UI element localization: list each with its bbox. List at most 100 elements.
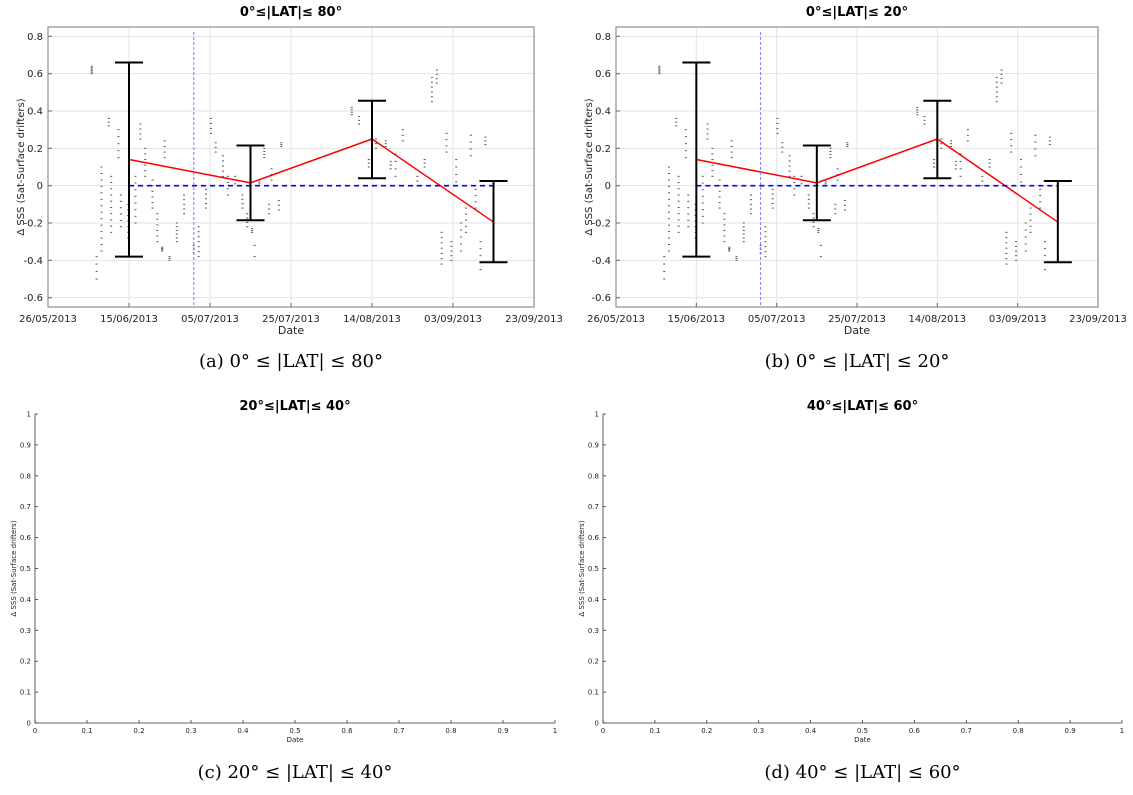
x-tick-label: 23/09/2013 [505,314,563,325]
x-axis-label: Date [278,324,305,337]
y-tick-label: 0.3 [20,627,31,635]
error-bar [1043,180,1072,264]
y-tick-label: 0.9 [20,441,31,449]
y-axis-label: Δ SSS (Sat-Surface drifters) [16,98,27,235]
y-tick-label: 0.7 [20,503,31,511]
mean-line-segment [371,138,494,223]
y-tick-label: 1 [27,411,31,419]
y-tick-label: 0.5 [588,565,599,573]
y-axis-label: Δ SSS (Sat-Surface drifters) [578,520,586,616]
x-tick-label: 0.2 [133,727,144,735]
y-tick-label: -0.6 [591,293,611,304]
chart-title: 0°≤|LAT|≤ 80° [240,5,342,20]
y-tick-label: 0.4 [595,107,611,118]
y-axis-label: Δ SSS (Sat-Surface drifters) [584,98,595,235]
y-tick-label: -0.6 [23,293,43,304]
y-tick-label: -0.2 [591,219,611,230]
x-tick-label: 0.3 [185,727,196,735]
x-tick-label: 0.8 [1013,727,1024,735]
error-bar [236,144,265,222]
y-tick-label: 0.6 [27,69,43,80]
x-tick-label: 23/09/2013 [1069,314,1127,325]
y-tick-label: -0.2 [23,219,43,230]
x-tick-label: 14/08/2013 [909,314,967,325]
y-tick-label: 0.4 [27,107,43,118]
x-tick-label: 0.7 [961,727,972,735]
y-tick-label: 0.5 [20,565,31,573]
x-axis-label: Date [844,324,871,337]
x-tick-label: 25/07/2013 [262,314,320,325]
x-tick-label: 1 [1120,727,1124,735]
y-tick-label: 0.8 [588,472,599,480]
x-tick-label: 0.7 [393,727,404,735]
y-tick-label: 0 [595,720,599,728]
chart-title: 0°≤|LAT|≤ 20° [806,5,908,20]
y-tick-label: 0.8 [27,32,43,43]
y-tick-label: 0.4 [20,596,32,604]
x-tick-label: 03/09/2013 [424,314,482,325]
x-tick-label: 0.3 [753,727,764,735]
y-tick-label: 0.2 [27,144,43,155]
x-tick-label: 0.6 [341,727,353,735]
mean-line-segment [696,158,817,184]
x-tick-label: 14/08/2013 [343,314,401,325]
mean-line-segment [816,138,938,184]
x-tick-label: 15/06/2013 [668,314,726,325]
chart-panel: 40°≤|LAT|≤ 60° (d) 40° ≤ |LAT| ≤ 60° 0 0.1 0… [578,399,1124,783]
x-tick-label: 1 [553,727,557,735]
chart-title: 20°≤|LAT|≤ 40° [239,399,350,414]
y-tick-label: 1 [595,411,599,419]
chart-panel: 0°≤|LAT|≤ 80° (a) 0° ≤ |LAT| ≤ 80° 26/05/2… [16,5,563,372]
x-axis-label: Date [854,736,871,744]
figure-caption: (d) 40° ≤ |LAT| ≤ 60° [764,762,960,783]
y-tick-label: 0.4 [588,596,600,604]
y-tick-label: 0 [37,181,43,192]
y-axis-label: Δ SSS (Sat-Surface drifters) [10,520,18,616]
error-bar [923,99,952,180]
mean-line-segment [250,138,373,184]
y-tick-label: -0.4 [23,256,43,267]
x-tick-label: 05/07/2013 [181,314,239,325]
x-tick-label: 0.2 [701,727,712,735]
plot-frame [47,26,535,308]
x-tick-label: 05/07/2013 [748,314,806,325]
mean-line-segment [936,138,1059,223]
y-tick-label: 0.6 [588,534,600,542]
error-bar [479,180,508,264]
y-tick-label: -0.4 [591,256,611,267]
y-tick-label: 0 [27,720,31,728]
x-tick-label: 0.4 [237,727,249,735]
chart-title: 40°≤|LAT|≤ 60° [807,399,918,414]
y-tick-label: 0.1 [588,689,599,697]
y-tick-label: 0.9 [588,441,599,449]
x-tick-label: 0 [33,727,37,735]
y-tick-label: 0.2 [588,658,599,666]
x-tick-label: 15/06/2013 [100,314,158,325]
y-tick-label: 0.1 [20,689,31,697]
x-tick-label: 0.5 [289,727,300,735]
plot-frame [615,26,1099,308]
x-tick-label: 0.4 [805,727,817,735]
x-tick-label: 26/05/2013 [19,314,77,325]
x-axis-label: Date [287,736,304,744]
y-tick-label: 0.2 [20,658,31,666]
figure-caption: (c) 20° ≤ |LAT| ≤ 40° [198,762,393,783]
x-tick-label: 0.6 [909,727,921,735]
x-tick-label: 0.8 [445,727,456,735]
mean-line-segment [128,158,251,184]
y-tick-label: 0.7 [588,503,599,511]
x-tick-label: 0.1 [649,727,660,735]
y-tick-label: 0.3 [588,627,599,635]
error-bar [115,61,143,258]
chart-panel: 20°≤|LAT|≤ 40° (c) 20° ≤ |LAT| ≤ 40° 0 0.1 0… [10,399,557,783]
x-tick-label: 25/07/2013 [828,314,886,325]
x-tick-label: 0.9 [497,727,508,735]
y-tick-label: 0.8 [595,32,611,43]
x-tick-label: 0.1 [81,727,92,735]
error-bar [682,61,711,258]
y-tick-label: 0.2 [595,144,611,155]
x-tick-label: 03/09/2013 [989,314,1047,325]
x-tick-label: 0 [601,727,605,735]
x-tick-label: 26/05/2013 [587,314,645,325]
